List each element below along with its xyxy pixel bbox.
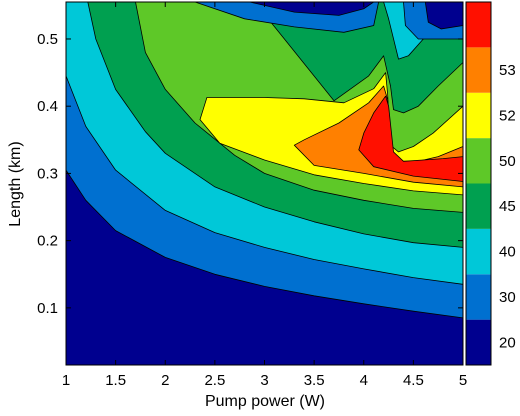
contour-regions — [65, 1, 464, 319]
colorbar-label: 40 — [499, 244, 516, 261]
y-tick-label: 0.3 — [37, 165, 58, 182]
colorbar-segment — [466, 138, 491, 184]
x-tick-label: 4 — [360, 372, 368, 389]
y-tick-label: 0.2 — [37, 233, 58, 250]
x-tick-label: 1 — [62, 372, 70, 389]
x-axis: 1 1.5 2 2.5 3 3.5 4 4.5 5 — [62, 2, 467, 389]
colorbar-segment — [466, 183, 491, 229]
plot-area — [65, 1, 464, 366]
x-tick-label: 1.5 — [105, 372, 126, 389]
y-tick-label: 0.5 — [37, 31, 58, 48]
colorbar-segment — [466, 47, 491, 93]
x-tick-label: 3.5 — [304, 372, 325, 389]
x-axis-label: Pump power (W) — [205, 393, 325, 410]
x-tick-label: 5 — [459, 372, 467, 389]
colorbar-label: 45 — [499, 198, 516, 215]
y-axis: 0.1 0.2 0.3 0.4 0.5 — [37, 31, 463, 317]
colorbar-segment — [466, 92, 491, 139]
y-tick-label: 0.1 — [37, 300, 58, 317]
y-axis-label: Length (km) — [7, 141, 24, 226]
colorbar-label: 30 — [499, 289, 516, 306]
colorbar-label: 52 — [499, 107, 516, 124]
colorbar-label: 53 — [499, 62, 516, 79]
colorbar-segment — [466, 2, 491, 48]
contour-region-level-7 — [358, 95, 464, 182]
colorbar-frame — [465, 1, 492, 366]
colorbar-segment — [466, 274, 491, 320]
colorbar: 20 30 40 45 50 52 53 — [465, 1, 516, 366]
x-tick-label: 2 — [161, 372, 169, 389]
colorbar-label: 20 — [499, 334, 516, 351]
colorbar-segment — [466, 319, 491, 365]
x-tick-label: 3 — [260, 372, 268, 389]
colorbar-segment — [466, 228, 491, 275]
x-tick-label: 4.5 — [403, 372, 424, 389]
x-tick-label: 2.5 — [204, 372, 225, 389]
y-tick-label: 0.4 — [37, 98, 58, 115]
colorbar-label: 50 — [499, 153, 516, 170]
